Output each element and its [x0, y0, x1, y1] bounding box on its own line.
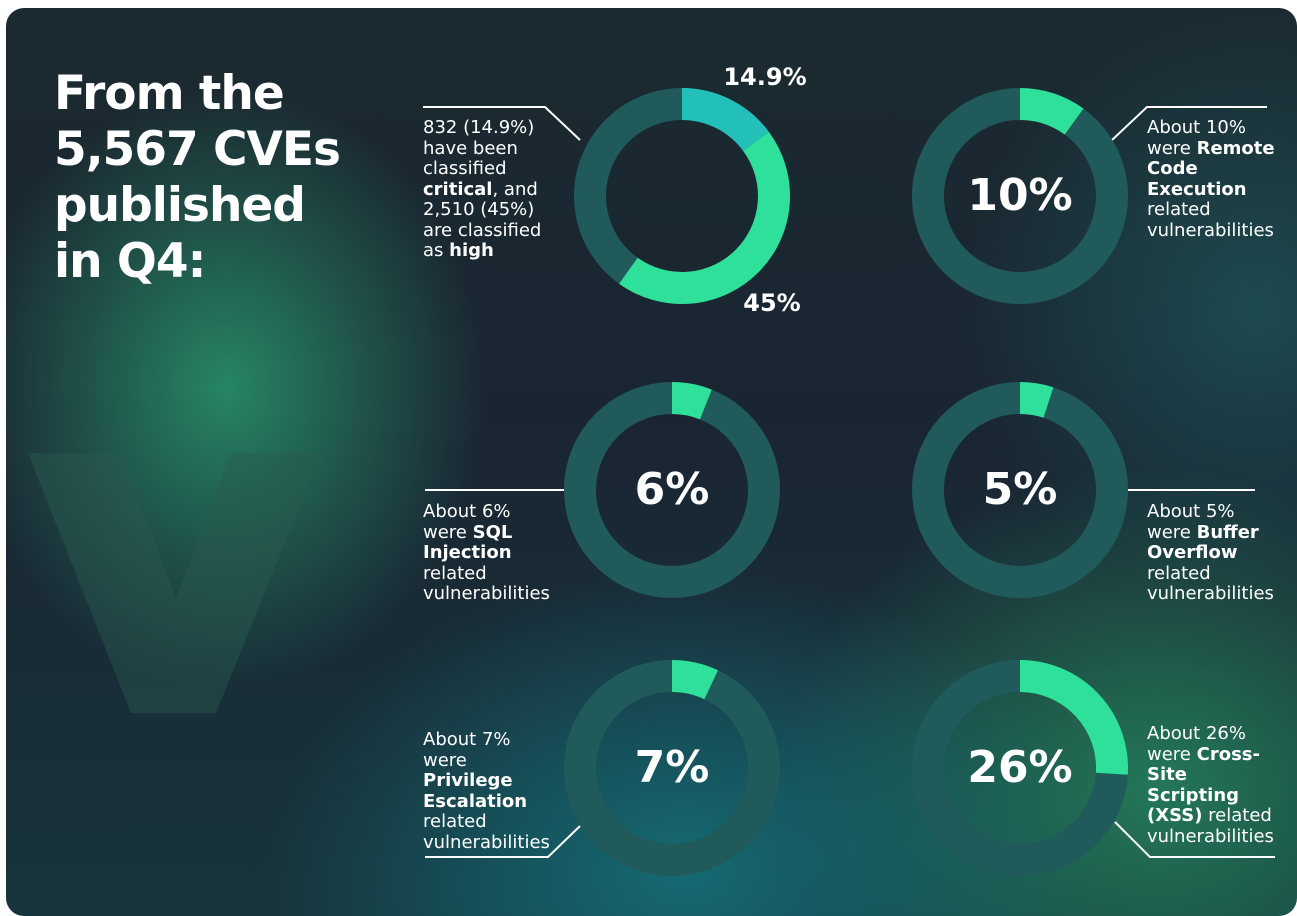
donut-segment — [1019, 382, 1054, 418]
donut: 7% — [564, 660, 780, 876]
caption-bold: Buffer Overflow — [1147, 521, 1259, 563]
title: From the 5,567 CVEs published in Q4: — [54, 66, 341, 289]
caption: About 5% were Buffer Overflow related vu… — [1147, 501, 1282, 605]
logo-shape — [28, 453, 321, 713]
donut-segment — [671, 382, 712, 420]
value-label: 10% — [967, 170, 1072, 221]
donut-segment — [681, 88, 769, 152]
donut: 6% — [564, 382, 780, 598]
value-label: 7% — [635, 742, 710, 793]
infographic: From the 5,567 CVEs published in Q4: 14.… — [6, 8, 1297, 916]
caption-text: related vulnerabilities — [1147, 805, 1274, 847]
caption: About 10% were Remote Code Execution rel… — [1147, 117, 1282, 241]
caption-bold: high — [449, 240, 494, 261]
donut-segment — [1019, 660, 1128, 775]
donut: 14.9% 45% — [574, 63, 807, 317]
caption-text: related vulnerabilities — [1147, 562, 1274, 604]
donut: 10% — [912, 88, 1128, 304]
value-label: 26% — [967, 742, 1072, 793]
caption: 832 (14.9%) have been classified critica… — [423, 117, 558, 262]
connectors — [423, 106, 1275, 858]
caption-text: About 7% were — [423, 729, 511, 771]
donut: 26% — [912, 660, 1128, 876]
connector — [423, 106, 581, 141]
donut-segment — [1019, 88, 1084, 135]
caption-text: About 5% were — [1147, 501, 1235, 543]
caption-text: , and 2,510 (45%) are classified as — [423, 178, 542, 261]
caption: About 26% were Cross-Site Scripting (XSS… — [1147, 723, 1282, 847]
caption-bold: Remote Code Execution — [1147, 137, 1275, 200]
caption-text: About 26% were — [1147, 723, 1246, 765]
value-label: 6% — [635, 464, 710, 515]
donut: 5% — [912, 382, 1128, 598]
connector — [1114, 821, 1275, 858]
value-label: 14.9% — [723, 63, 806, 91]
decor — [28, 453, 321, 713]
caption-text: related vulnerabilities — [1147, 199, 1274, 241]
caption: About 7% were Privilege Escalation relat… — [423, 729, 558, 853]
caption-text: related vulnerabilities — [423, 562, 550, 604]
caption-text: About 10% were — [1147, 117, 1246, 159]
donut-segment — [619, 131, 790, 304]
connector — [1111, 106, 1267, 141]
caption-text: 832 (14.9%) have been classified — [423, 117, 535, 179]
caption-bold: critical — [423, 178, 493, 200]
caption-bold: Cross-Site Scripting (XSS) — [1147, 743, 1260, 826]
caption-text: About 6% were — [423, 501, 511, 543]
donut-charts: 14.9% 45% 10% 6% 5% 7% 26% — [423, 63, 1275, 876]
value-label: 5% — [983, 464, 1058, 515]
donut-segment — [671, 660, 718, 700]
value-label: 45% — [743, 289, 800, 317]
caption-bold: Privilege Escalation — [423, 770, 528, 812]
caption-text: related vulnerabilities — [423, 811, 550, 853]
connector — [425, 825, 581, 858]
caption: About 6% were SQL Injection related vuln… — [423, 501, 558, 605]
caption-bold: SQL Injection — [423, 521, 513, 563]
